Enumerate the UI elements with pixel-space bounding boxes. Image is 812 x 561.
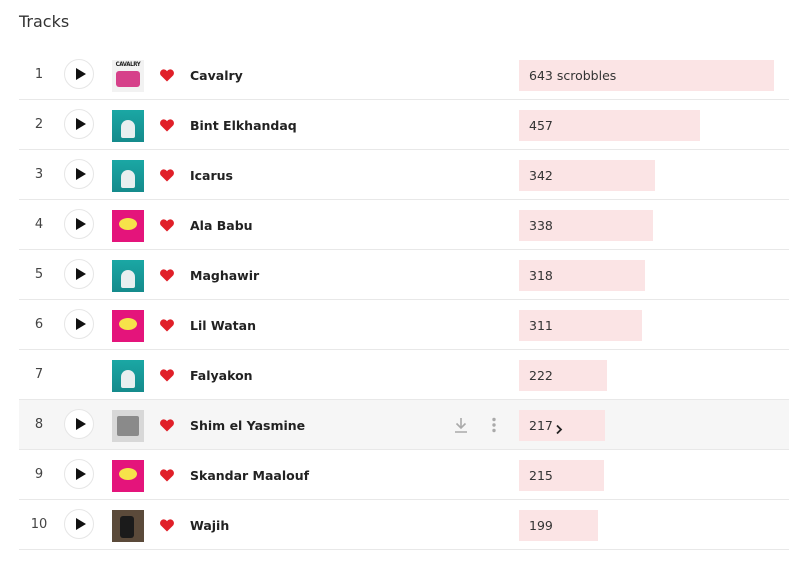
heart-icon[interactable] <box>159 367 175 383</box>
track-rank: 8 <box>34 417 44 432</box>
heart-icon[interactable] <box>159 67 175 83</box>
track-rank: 4 <box>34 217 44 232</box>
track-name[interactable]: Lil Watan <box>190 318 256 333</box>
scrobble-count[interactable]: 199 <box>529 518 553 533</box>
track-row[interactable]: 10 Wajih 199 <box>19 500 789 550</box>
play-icon[interactable] <box>64 259 94 289</box>
album-art[interactable] <box>112 160 144 192</box>
scrobble-bar[interactable] <box>519 360 607 391</box>
play-icon[interactable] <box>64 309 94 339</box>
album-art[interactable] <box>112 310 144 342</box>
track-row[interactable]: 3 Icarus 342 <box>19 150 789 200</box>
scrobble-count[interactable]: 222 <box>529 368 553 383</box>
track-row[interactable]: 9 Skandar Maalouf 215 <box>19 450 789 500</box>
album-art[interactable] <box>112 60 144 92</box>
track-row[interactable]: 5 Maghawir 318 <box>19 250 789 300</box>
track-rank: 7 <box>34 367 44 382</box>
album-art[interactable] <box>112 360 144 392</box>
scrobble-bar[interactable] <box>519 310 642 341</box>
track-rank: 1 <box>34 67 44 82</box>
track-row[interactable]: 4 Ala Babu 338 <box>19 200 789 250</box>
track-rank: 6 <box>34 317 44 332</box>
scrobble-count[interactable]: 338 <box>529 218 553 233</box>
scrobble-count[interactable]: 215 <box>529 468 553 483</box>
heart-icon[interactable] <box>159 217 175 233</box>
track-name[interactable]: Maghawir <box>190 268 260 283</box>
heart-icon[interactable] <box>159 417 175 433</box>
play-icon[interactable] <box>64 209 94 239</box>
track-rank: 5 <box>34 267 44 282</box>
heart-icon[interactable] <box>159 167 175 183</box>
track-rank: 2 <box>34 117 44 132</box>
heart-icon[interactable] <box>159 517 175 533</box>
track-name[interactable]: Icarus <box>190 168 233 183</box>
track-name[interactable]: Wajih <box>190 518 230 533</box>
play-icon[interactable] <box>64 59 94 89</box>
heart-icon[interactable] <box>159 317 175 333</box>
album-art[interactable] <box>112 260 144 292</box>
track-name[interactable]: Falyakon <box>190 368 253 383</box>
album-art[interactable] <box>112 210 144 242</box>
play-icon[interactable] <box>64 459 94 489</box>
track-row[interactable]: 1 Cavalry 643 scrobbles <box>19 50 789 100</box>
album-art[interactable] <box>112 510 144 542</box>
album-art[interactable] <box>112 460 144 492</box>
scrobble-bar[interactable] <box>519 510 598 541</box>
track-name[interactable]: Cavalry <box>190 68 243 83</box>
album-art[interactable] <box>112 410 144 442</box>
more-icon[interactable] <box>489 416 499 434</box>
play-icon[interactable] <box>64 109 94 139</box>
scrobble-bar[interactable] <box>519 460 604 491</box>
track-rank: 3 <box>34 167 44 182</box>
track-name[interactable]: Shim el Yasmine <box>190 418 306 433</box>
track-row[interactable]: 7 Falyakon 222 <box>19 350 789 400</box>
scrobble-count[interactable]: 643 scrobbles <box>529 68 617 83</box>
scrobble-bar[interactable] <box>519 210 653 241</box>
scrobble-bar[interactable] <box>519 110 700 141</box>
scrobble-count[interactable]: 311 <box>529 318 553 333</box>
play-icon[interactable] <box>64 409 94 439</box>
heart-icon[interactable] <box>159 467 175 483</box>
track-row[interactable]: 6 Lil Watan 311 <box>19 300 789 350</box>
album-art[interactable] <box>112 110 144 142</box>
track-name[interactable]: Bint Elkhandaq <box>190 118 297 133</box>
chevron-right-icon[interactable] <box>555 420 563 435</box>
play-icon[interactable] <box>64 159 94 189</box>
heart-icon[interactable] <box>159 267 175 283</box>
track-name[interactable]: Ala Babu <box>190 218 253 233</box>
scrobble-count[interactable]: 342 <box>529 168 553 183</box>
heart-icon[interactable] <box>159 117 175 133</box>
track-rank: 9 <box>34 467 44 482</box>
scrobble-bar[interactable] <box>519 410 605 441</box>
download-icon[interactable] <box>453 416 469 434</box>
track-rank: 10 <box>30 517 48 532</box>
scrobble-bar[interactable] <box>519 60 774 91</box>
section-title: Tracks <box>19 12 70 31</box>
play-icon[interactable] <box>64 509 94 539</box>
track-row[interactable]: 8 Shim el Yasmine 217 <box>19 400 789 450</box>
scrobble-count[interactable]: 318 <box>529 268 553 283</box>
track-name[interactable]: Skandar Maalouf <box>190 468 310 483</box>
scrobble-bar[interactable] <box>519 260 645 291</box>
scrobble-count[interactable]: 217 <box>529 418 553 433</box>
track-row[interactable]: 2 Bint Elkhandaq 457 <box>19 100 789 150</box>
scrobble-bar[interactable] <box>519 160 655 191</box>
scrobble-count[interactable]: 457 <box>529 118 553 133</box>
